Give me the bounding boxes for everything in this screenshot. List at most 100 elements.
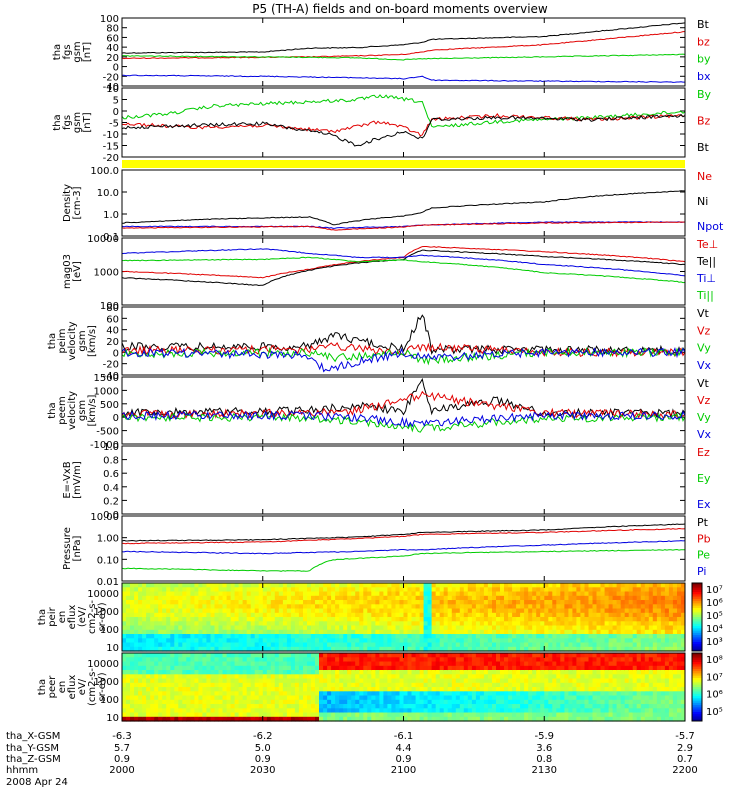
heatmap-cell xyxy=(162,625,167,631)
heatmap-cell xyxy=(656,704,662,709)
heatmap-cell xyxy=(315,629,320,635)
heatmap-cell xyxy=(222,621,227,627)
heatmap-cell xyxy=(596,699,601,705)
heatmap-cell xyxy=(540,629,545,635)
heatmap-cell xyxy=(222,604,227,610)
heatmap-cell xyxy=(564,699,569,705)
heatmap-cell xyxy=(327,708,332,714)
heatmap-cell xyxy=(604,716,610,722)
heatmap-cell xyxy=(568,695,573,701)
heatmap-cell xyxy=(576,608,581,614)
heatmap-cell xyxy=(508,665,513,671)
heatmap-cell xyxy=(652,678,658,684)
heatmap-cell xyxy=(616,587,622,593)
heatmap-cell xyxy=(439,612,445,618)
heatmap-cell xyxy=(250,638,256,644)
heatmap-cell xyxy=(580,634,585,639)
heatmap-cell xyxy=(150,657,155,663)
heatmap-cell xyxy=(375,670,380,675)
heatmap-cell xyxy=(262,600,268,605)
heatmap-cell xyxy=(294,657,300,663)
heatmap-cell xyxy=(568,591,573,597)
heatmap-cell xyxy=(250,591,256,597)
heatmap-cell xyxy=(564,638,569,644)
heatmap-cell xyxy=(427,653,433,658)
heatmap-cell xyxy=(520,657,525,663)
heatmap-cell xyxy=(182,661,187,667)
heatmap-cell xyxy=(323,634,328,639)
heatmap-cell xyxy=(584,708,589,714)
heatmap-cell xyxy=(588,670,593,675)
heatmap-cell xyxy=(387,699,392,705)
heatmap-cell xyxy=(347,591,352,597)
heatmap-cell xyxy=(242,634,248,639)
heatmap-cell xyxy=(198,600,203,605)
heatmap-cell xyxy=(544,595,549,601)
heatmap-cell xyxy=(512,617,517,622)
heatmap-cell xyxy=(190,699,195,705)
y-label-line: sr-eV) xyxy=(97,672,108,701)
heatmap-cell xyxy=(395,595,400,601)
heatmap-cell xyxy=(126,608,131,614)
heatmap-cell xyxy=(588,712,593,718)
heatmap-cell xyxy=(190,661,195,667)
heatmap-cell xyxy=(238,625,244,631)
heatmap-cell xyxy=(431,657,437,663)
heatmap-cell xyxy=(395,653,400,658)
heatmap-cell xyxy=(677,657,682,663)
heatmap-cell xyxy=(182,608,187,614)
heatmap-cell xyxy=(158,642,163,648)
heatmap-cell xyxy=(463,699,469,705)
heatmap-cell xyxy=(664,678,670,684)
heatmap-cell xyxy=(202,591,207,597)
heatmap-cell xyxy=(142,583,147,588)
heatmap-cell xyxy=(242,661,248,667)
heatmap-cell xyxy=(242,687,248,692)
heatmap-cell xyxy=(375,704,380,709)
heatmap-cell xyxy=(664,638,670,644)
heatmap-cell xyxy=(178,591,183,597)
heatmap-cell xyxy=(592,591,597,597)
heatmap-cell xyxy=(278,661,284,667)
heatmap-cell xyxy=(270,629,276,635)
heatmap-cell xyxy=(230,625,236,631)
heatmap-cell xyxy=(463,612,469,618)
series-line-Ti⊥ xyxy=(121,248,686,277)
heatmap-cell xyxy=(343,595,348,601)
heatmap-cell xyxy=(640,716,646,722)
heatmap-cell xyxy=(596,591,601,597)
heatmap-cell xyxy=(536,642,541,648)
heatmap-cell xyxy=(254,642,260,648)
colorbar-segment xyxy=(692,603,702,607)
heatmap-cell xyxy=(612,716,618,722)
heatmap-cell xyxy=(628,587,634,593)
heatmap-cell xyxy=(258,691,264,697)
heatmap-cell xyxy=(568,583,573,588)
heatmap-cell xyxy=(508,716,513,722)
heatmap-cell xyxy=(487,661,493,667)
heatmap-cell xyxy=(608,699,614,705)
heatmap-cell xyxy=(174,661,179,667)
heatmap-cell xyxy=(504,670,509,675)
y-label-line: eflux xyxy=(67,605,78,630)
heatmap-cell xyxy=(600,591,605,597)
heatmap-cell xyxy=(327,699,332,705)
heatmap-cell xyxy=(584,634,589,639)
heatmap-cell xyxy=(439,712,445,718)
heatmap-cell xyxy=(146,604,151,610)
heatmap-cell xyxy=(552,674,557,680)
heatmap-cell xyxy=(242,670,248,675)
heatmap-cell xyxy=(347,642,352,648)
heatmap-cell xyxy=(351,712,356,718)
heatmap-cell xyxy=(298,625,304,631)
heatmap-cell xyxy=(652,704,658,709)
heatmap-cell xyxy=(656,665,662,671)
heatmap-cell xyxy=(254,695,260,701)
heatmap-cell xyxy=(142,587,147,593)
heatmap-cell xyxy=(198,682,203,688)
heatmap-cell xyxy=(319,642,324,648)
heatmap-cell xyxy=(640,617,646,622)
heatmap-cell xyxy=(540,653,545,658)
heatmap-cell xyxy=(290,617,296,622)
heatmap-cell xyxy=(640,595,646,601)
